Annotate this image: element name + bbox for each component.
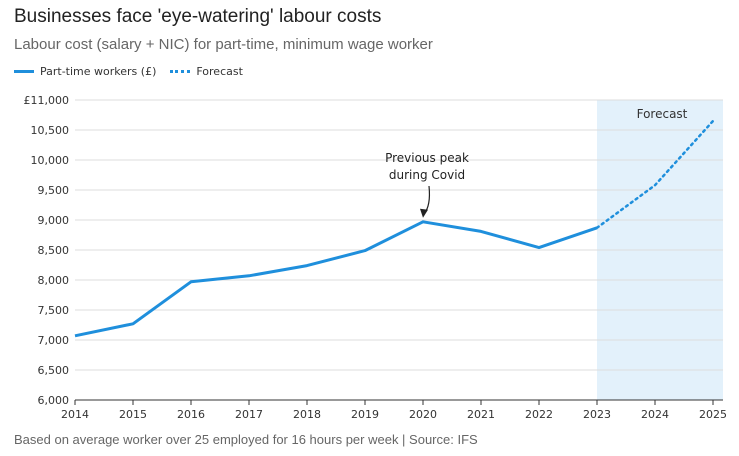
series-line-actual: [74, 220, 598, 338]
legend-swatch-dotted: [170, 70, 191, 73]
annotation-arrowhead: [420, 208, 428, 218]
y-tick-label: 7,500: [38, 304, 70, 317]
x-tick-label: 2023: [583, 408, 611, 421]
x-tick-label: 2018: [293, 408, 321, 421]
x-tick-label: 2025: [699, 408, 727, 421]
y-tick-label: 8,000: [38, 274, 70, 287]
series-line-forecast: [595, 119, 715, 230]
y-tick-label: 6,500: [38, 364, 70, 377]
legend-item-forecast: Forecast: [170, 65, 243, 78]
y-tick-label: £11,000: [24, 94, 70, 107]
legend-item-actual: Part-time workers (£): [14, 65, 156, 78]
legend: Part-time workers (£) Forecast: [14, 65, 257, 78]
annotation-text: Previous peak: [385, 151, 469, 165]
x-tick-label: 2019: [351, 408, 379, 421]
y-tick-label: 10,000: [31, 154, 70, 167]
annotation-text: during Covid: [389, 168, 465, 182]
x-tick-label: 2015: [119, 408, 147, 421]
y-tick-label: 7,000: [38, 334, 70, 347]
line-chart: Forecast 6,000 6,500 7,000 7,500 8,000 8,500 9,…: [24, 94, 728, 421]
legend-swatch-solid: [14, 70, 34, 73]
y-tick-label: 9,000: [38, 214, 70, 227]
x-tick-label: 2024: [641, 408, 669, 421]
x-tick-label: 2020: [409, 408, 437, 421]
legend-label-forecast: Forecast: [196, 65, 243, 78]
x-tick-label: 2017: [235, 408, 263, 421]
chart-footer: Based on average worker over 25 employed…: [14, 432, 478, 447]
x-tick-label: 2014: [61, 408, 89, 421]
legend-label-actual: Part-time workers (£): [40, 65, 157, 78]
y-tick-label: 9,500: [38, 184, 70, 197]
chart-title: Businesses face 'eye-watering' labour co…: [14, 6, 382, 27]
y-tick-label: 10,500: [31, 124, 70, 137]
chart-subtitle: Labour cost (salary + NIC) for part-time…: [14, 36, 433, 53]
x-tick-label: 2021: [467, 408, 495, 421]
x-tick-label: 2016: [177, 408, 205, 421]
y-tick-label: 8,500: [38, 244, 70, 257]
y-tick-label: 6,000: [38, 394, 70, 407]
forecast-band-label: Forecast: [637, 107, 688, 121]
x-tick-label: 2022: [525, 408, 553, 421]
